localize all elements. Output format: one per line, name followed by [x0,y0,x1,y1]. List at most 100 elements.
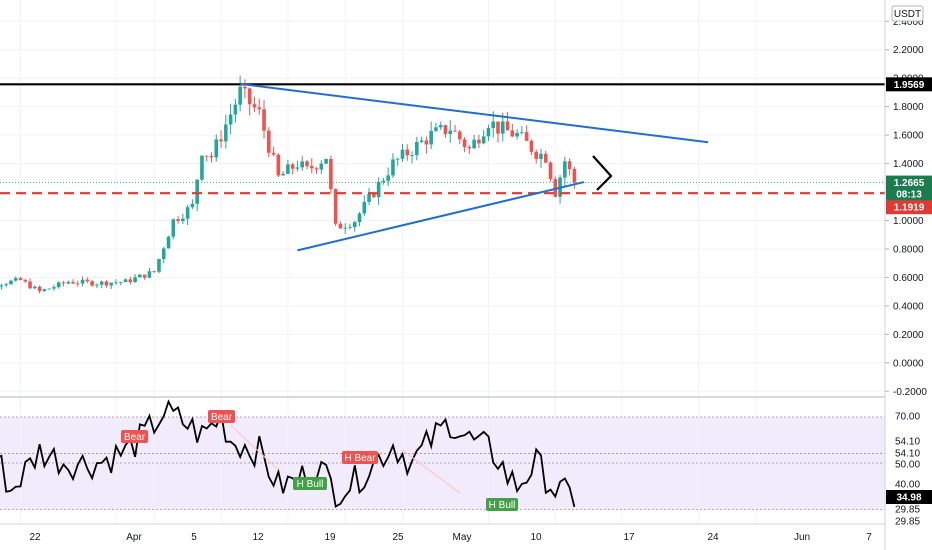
arrow-chevron-icon[interactable] [592,155,613,191]
candle [319,159,324,175]
candle [381,177,386,185]
svg-text:08:13: 08:13 [896,190,922,201]
candle [539,148,543,168]
signal-bull-label[interactable]: H Bull [293,477,327,490]
candle [419,136,424,143]
candle [567,158,572,176]
candle [171,218,176,240]
candle [147,267,152,279]
candle [343,223,347,234]
signal-text: H Bull [489,500,516,511]
time-tick-label: 17 [623,532,635,543]
rsi-tick-label: 54.10 [895,449,920,460]
rsi-tick-label: 50.00 [895,460,920,471]
candle [481,129,486,145]
candle [563,156,567,186]
candle [415,136,419,161]
candle [520,126,524,135]
candle [543,150,548,164]
signal-bear-label[interactable]: Bear [121,430,148,443]
candle [324,158,328,165]
candle [9,279,13,285]
candle [42,288,47,292]
candle [13,276,18,282]
candle [534,149,538,164]
candle [47,288,51,290]
candle [90,280,94,287]
candle [123,278,128,283]
candle [453,125,457,132]
candle [133,274,137,283]
grid-lines [0,0,885,524]
time-tick-label: 24 [707,532,719,543]
candle [362,195,367,217]
candle [114,279,118,285]
candle [37,285,42,294]
trendline-lower [297,181,585,252]
time-axis[interactable]: 22 Apr 5 12 19 25 May 10 17 24 Jun 7 [29,532,872,543]
candle [434,122,438,132]
resistance-price-tag: 1.9569 [886,77,932,92]
candle [142,274,147,280]
time-tick-label: 5 [191,532,197,543]
signal-text: Bear [211,412,233,423]
signal-bear-label[interactable]: Bear [208,410,235,423]
candle [61,280,66,287]
rsi-line [0,399,576,508]
time-tick-label: Apr [126,532,142,543]
candle [109,282,114,290]
time-tick-label: 7 [866,532,872,543]
time-tick-label: Jun [794,532,810,543]
signal-text: Bear [124,432,146,443]
candle [252,96,257,112]
candle [118,281,123,286]
candle [524,125,529,141]
candle [176,216,180,224]
candle [400,143,405,162]
candle [71,279,75,284]
candle [138,274,142,278]
currency-badge[interactable]: USDT [891,5,924,22]
candle [462,136,467,153]
candle [386,167,390,187]
candle [166,235,171,249]
candle [52,284,56,291]
time-tick-label: May [453,532,472,543]
signal-bear-label[interactable]: H Bear [342,451,378,464]
svg-text:34.98: 34.98 [896,493,921,504]
candle [352,220,357,232]
candle [161,246,166,264]
candle [247,87,252,116]
candle [300,156,305,171]
candle [558,174,562,204]
time-tick-label: 10 [530,532,542,543]
rsi-tick-label: 29.85 [895,517,920,528]
candle [195,179,199,212]
candle [66,280,71,285]
price-tick-label: 0.4000 [893,301,924,312]
candle [4,282,8,288]
divergence-connector [230,424,279,471]
price-tick-label: 1.6000 [893,131,924,142]
rsi-tick-label: 29.85 [895,505,920,516]
price-tick-label: 2.4000 [893,17,924,28]
candle [438,121,443,130]
candle [515,129,519,140]
signal-bull-label[interactable]: H Bull [486,498,518,511]
rsi-tick-label: 40.00 [895,480,920,491]
rsi-tick-label: 54.10 [895,437,920,448]
triangle-trendlines[interactable] [240,82,709,252]
price-tick-label: 0.6000 [893,273,924,284]
price-tick-label: 0.8000 [893,244,924,255]
candle [281,171,285,176]
price-tick-label: 1.4000 [893,159,924,170]
candle [429,121,433,150]
candle [553,176,558,198]
currency-label: USDT [894,9,921,20]
candle [395,157,400,166]
candle [128,276,133,285]
candle [305,159,309,170]
candle [314,166,319,174]
